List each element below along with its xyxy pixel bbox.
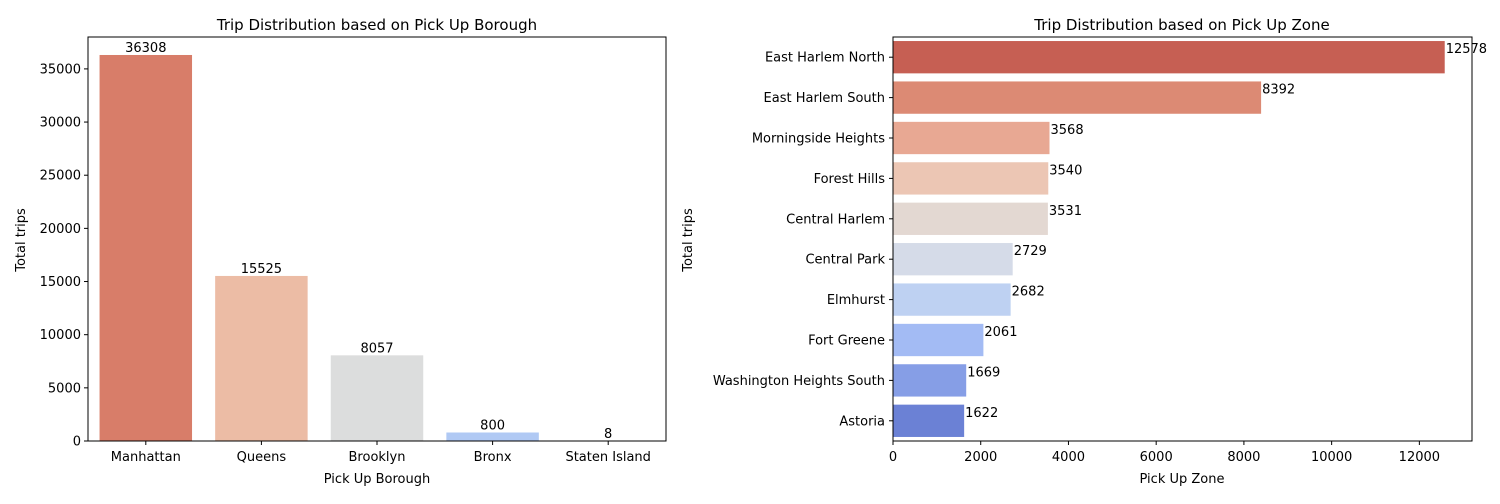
zone-chart: Trip Distribution based on Pick Up Zone …	[681, 16, 1487, 487]
bar-elmhurst	[893, 283, 1011, 315]
x-tick-label: 4000	[1052, 450, 1085, 465]
data-label: 800	[480, 418, 505, 433]
bar-morningside-heights	[893, 122, 1050, 154]
y-tick-label: Washington Heights South	[713, 374, 885, 389]
y-tick-label: Central Park	[805, 253, 885, 268]
borough-x-ticks: Manhattan Queens Brooklyn Bronx Staten Islan…	[111, 441, 651, 465]
borough-bars	[100, 55, 655, 441]
bar-east-harlem-north	[893, 41, 1445, 73]
data-label: 8057	[360, 341, 393, 356]
data-label: 15525	[241, 262, 282, 277]
zone-chart-title: Trip Distribution based on Pick Up Zone	[1033, 16, 1329, 34]
y-tick-label: 15000	[40, 275, 81, 290]
y-tick-label: East Harlem South	[764, 91, 885, 106]
data-label: 1622	[965, 406, 998, 421]
data-label: 36308	[125, 41, 166, 56]
zone-chart-xlabel: Pick Up Zone	[1140, 472, 1225, 487]
data-label: 12578	[1446, 42, 1487, 57]
y-tick-label: Elmhurst	[827, 293, 885, 308]
borough-chart: Trip Distribution based on Pick Up Borou…	[14, 16, 666, 487]
y-tick-label: Morningside Heights	[752, 132, 885, 147]
zone-chart-ylabel: Total trips	[681, 208, 696, 273]
bar-astoria	[893, 405, 964, 437]
y-tick-label: Forest Hills	[814, 172, 886, 187]
data-label: 8	[604, 427, 612, 442]
borough-chart-title: Trip Distribution based on Pick Up Borou…	[216, 16, 537, 34]
data-label: 2729	[1014, 244, 1047, 259]
x-tick-label: 10000	[1311, 450, 1352, 465]
y-tick-label: 0	[73, 435, 81, 450]
y-tick-label: Central Harlem	[786, 212, 885, 227]
y-tick-label: Astoria	[839, 414, 885, 429]
x-tick-label: Manhattan	[111, 450, 181, 465]
bar-queens	[215, 276, 307, 441]
bar-east-harlem-south	[893, 81, 1261, 113]
data-label: 3568	[1051, 123, 1084, 138]
borough-chart-xlabel: Pick Up Borough	[324, 472, 431, 487]
x-tick-label: Bronx	[474, 450, 512, 465]
bar-forest-hills	[893, 162, 1048, 194]
x-tick-label: 2000	[964, 450, 997, 465]
x-tick-label: Queens	[237, 450, 287, 465]
bar-manhattan	[100, 55, 192, 441]
x-tick-label: 12000	[1399, 450, 1440, 465]
borough-y-ticks: 0 5000 10000 15000 20000 25000 30000 35000	[40, 62, 88, 449]
y-tick-label: Fort Greene	[808, 334, 885, 349]
y-tick-label: 5000	[48, 381, 81, 396]
bar-bronx	[446, 432, 538, 441]
data-label: 3531	[1049, 204, 1082, 219]
y-tick-label: 20000	[40, 222, 81, 237]
bar-fort-greene	[893, 324, 983, 356]
y-tick-label: East Harlem North	[765, 51, 885, 66]
borough-chart-ylabel: Total trips	[14, 208, 29, 273]
data-label: 1669	[967, 365, 1000, 380]
data-label: 2682	[1012, 285, 1045, 300]
x-tick-label: 8000	[1227, 450, 1260, 465]
y-tick-label: 30000	[40, 116, 81, 131]
bar-central-park	[893, 243, 1013, 275]
y-tick-label: 35000	[40, 62, 81, 77]
y-tick-label: 25000	[40, 169, 81, 184]
data-label: 2061	[984, 325, 1017, 340]
bar-washington-heights-south	[893, 364, 966, 396]
zone-x-ticks: 0 2000 4000 6000 8000 10000 12000	[889, 441, 1440, 465]
data-label: 3540	[1049, 163, 1082, 178]
x-tick-label: 0	[889, 450, 897, 465]
bar-brooklyn	[331, 355, 423, 441]
x-tick-label: Brooklyn	[349, 450, 406, 465]
data-label: 8392	[1262, 83, 1295, 98]
x-tick-label: 6000	[1140, 450, 1173, 465]
y-tick-label: 10000	[40, 328, 81, 343]
zone-y-ticks: East Harlem North East Harlem South Mornin…	[713, 51, 893, 430]
x-tick-label: Staten Island	[565, 450, 650, 465]
bar-central-harlem	[893, 203, 1048, 235]
